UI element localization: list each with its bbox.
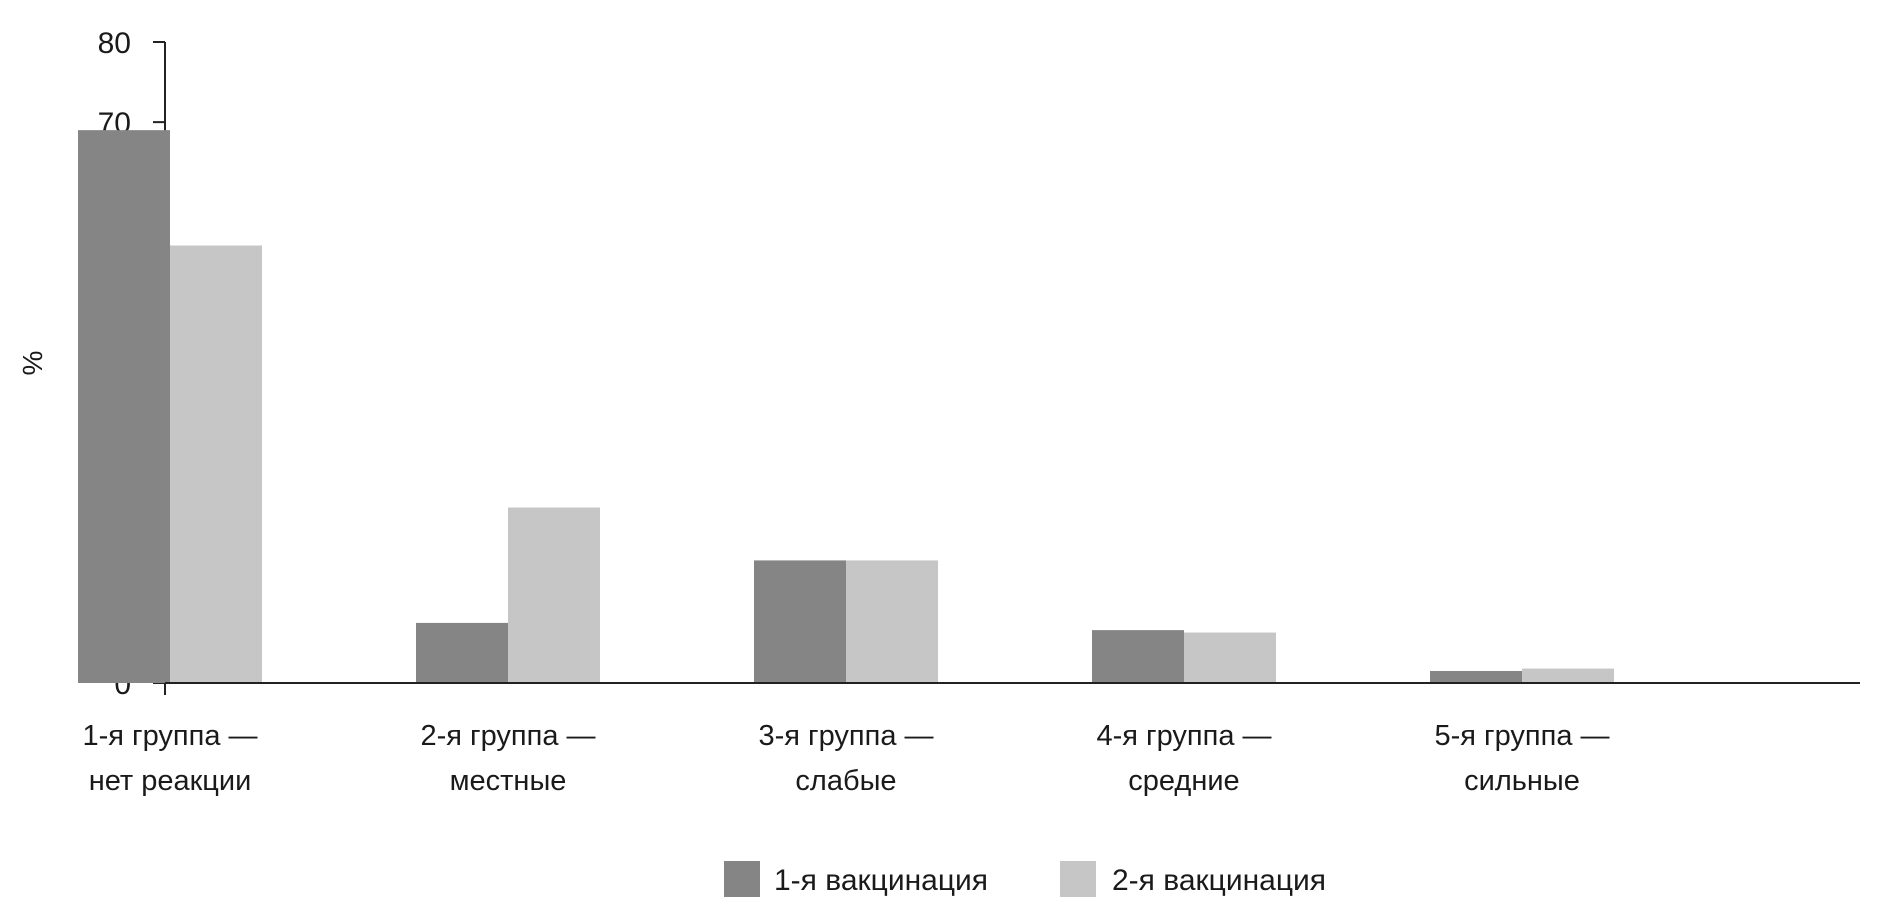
x-category-label-line: 5-я группа — xyxy=(1434,720,1609,752)
bar-4-series-2 xyxy=(1184,632,1276,683)
bar-1-series-2 xyxy=(170,245,262,683)
bar-2-series-1 xyxy=(416,622,508,683)
x-category-label-line: слабые xyxy=(795,765,896,797)
bar-3-series-1 xyxy=(754,560,846,683)
x-category-label-line: нет реакции xyxy=(89,765,252,797)
x-category-label: 5-я группа — сильные xyxy=(1434,720,1609,797)
legend-label-2: 2-я вакцинация xyxy=(1112,864,1326,897)
y-axis-label-group: % xyxy=(17,351,48,376)
x-category-label-line: местные xyxy=(450,765,567,797)
x-category-label: 3-я группа — слабые xyxy=(758,720,933,797)
x-category-label: 4-я группа — средние xyxy=(1096,720,1271,797)
bar-2-series-2 xyxy=(508,507,600,683)
x-category-label-line: 3-я группа — xyxy=(758,720,933,752)
bars xyxy=(78,130,1614,683)
bar-5-series-1 xyxy=(1430,670,1522,683)
x-category-label: 1-я группа — нет реакции xyxy=(82,720,257,797)
bar-5-series-2 xyxy=(1522,668,1614,683)
category-labels: 1-я группа — нет реакции 2-я группа — местн… xyxy=(82,720,1609,797)
legend: 1-я вакцинация 2-я вакцинация xyxy=(724,861,1326,897)
bar-4-series-1 xyxy=(1092,630,1184,683)
legend-swatch-2 xyxy=(1060,861,1096,897)
legend-swatch-1 xyxy=(724,861,760,897)
x-category-label-line: 4-я группа — xyxy=(1096,720,1271,752)
bar-3-series-2 xyxy=(846,560,938,683)
x-category-label-line: 2-я группа — xyxy=(420,720,595,752)
legend-label-1: 1-я вакцинация xyxy=(774,864,988,897)
bar-1-series-1 xyxy=(78,130,170,683)
x-category-label-line: сильные xyxy=(1464,765,1580,797)
x-category-label-line: средние xyxy=(1128,765,1239,797)
x-category-label-line: 1-я группа — xyxy=(82,720,257,752)
y-axis-label: % xyxy=(17,351,48,376)
y-tick-label: 80 xyxy=(98,27,131,60)
x-category-label: 2-я группа — местные xyxy=(420,720,595,797)
